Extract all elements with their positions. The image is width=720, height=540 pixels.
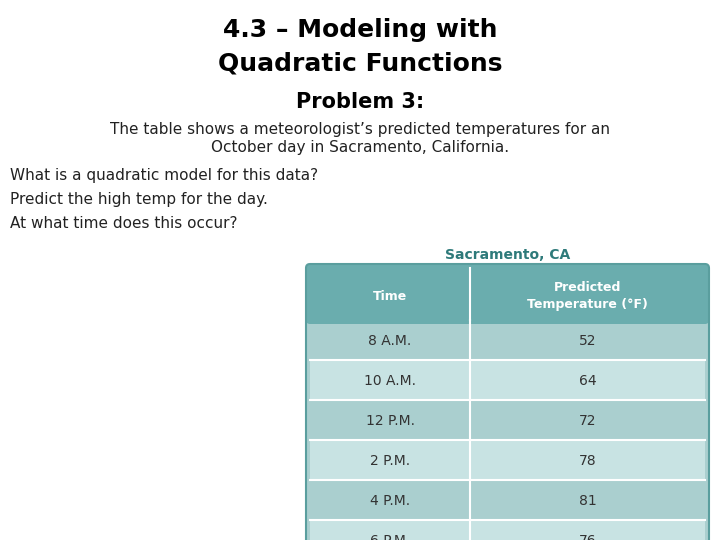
Bar — [310, 480, 705, 520]
Text: 2 P.M.: 2 P.M. — [370, 454, 410, 468]
Bar — [310, 520, 705, 540]
Text: 81: 81 — [579, 494, 596, 508]
Bar — [310, 400, 705, 440]
Text: Problem 3:: Problem 3: — [296, 92, 424, 112]
Bar — [310, 440, 705, 480]
Text: What is a quadratic model for this data?: What is a quadratic model for this data? — [10, 168, 318, 183]
FancyBboxPatch shape — [306, 264, 709, 324]
Text: 8 A.M.: 8 A.M. — [369, 334, 412, 348]
Text: The table shows a meteorologist’s predicted temperatures for an: The table shows a meteorologist’s predic… — [110, 122, 610, 137]
Text: 64: 64 — [579, 374, 596, 388]
Text: 4 P.M.: 4 P.M. — [370, 494, 410, 508]
Bar — [310, 360, 705, 400]
Text: 4.3 – Modeling with: 4.3 – Modeling with — [222, 18, 498, 42]
Text: Quadratic Functions: Quadratic Functions — [217, 52, 503, 76]
Text: 52: 52 — [579, 334, 596, 348]
Text: Predicted
Temperature (°F): Predicted Temperature (°F) — [527, 281, 648, 311]
Text: 12 P.M.: 12 P.M. — [366, 414, 415, 428]
Text: October day in Sacramento, California.: October day in Sacramento, California. — [211, 140, 509, 155]
Text: 72: 72 — [579, 414, 596, 428]
Text: 76: 76 — [579, 534, 596, 540]
Text: 6 P.M.: 6 P.M. — [370, 534, 410, 540]
FancyBboxPatch shape — [306, 316, 709, 540]
Text: Predict the high temp for the day.: Predict the high temp for the day. — [10, 192, 268, 207]
Text: 10 A.M.: 10 A.M. — [364, 374, 416, 388]
Text: Sacramento, CA: Sacramento, CA — [445, 248, 570, 262]
Text: 78: 78 — [579, 454, 596, 468]
Text: Time: Time — [373, 289, 407, 302]
Text: At what time does this occur?: At what time does this occur? — [10, 216, 238, 231]
